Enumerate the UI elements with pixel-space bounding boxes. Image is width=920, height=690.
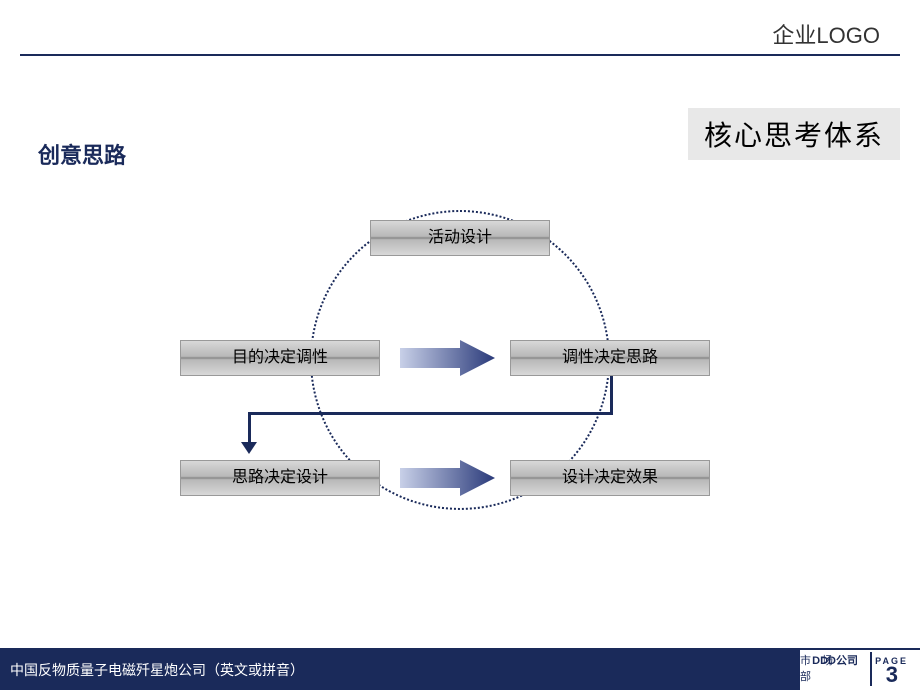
footer-right: DDD公司 市 场 部 PAGE 3 bbox=[800, 648, 920, 690]
connector-arrowhead bbox=[241, 442, 257, 454]
footer-company: 中国反物质量子电磁歼星炮公司（英文或拼音） bbox=[10, 660, 304, 680]
node-tone-thinking: 调性决定思路 bbox=[510, 340, 710, 376]
banner-title: 核心思考体系 bbox=[688, 108, 900, 160]
footer-dept: 市 场 部 bbox=[800, 652, 858, 684]
header-divider bbox=[20, 54, 900, 56]
footer-page-number: 3 bbox=[886, 662, 898, 688]
footer-divider bbox=[870, 652, 872, 686]
arrow-right-2 bbox=[400, 460, 495, 501]
footer: 中国反物质量子电磁歼星炮公司（英文或拼音） bbox=[0, 648, 920, 690]
logo-text: 企业LOGO bbox=[772, 18, 880, 50]
connector-seg-h bbox=[248, 412, 613, 415]
node-activity-design: 活动设计 bbox=[370, 220, 550, 256]
node-design-effect: 设计决定效果 bbox=[510, 460, 710, 496]
flow-diagram: 活动设计 目的决定调性 调性决定思路 思路决定设计 设计决定效果 bbox=[0, 180, 920, 580]
node-thinking-design: 思路决定设计 bbox=[180, 460, 380, 496]
subtitle: 创意思路 bbox=[38, 138, 126, 170]
node-purpose-tone: 目的决定调性 bbox=[180, 340, 380, 376]
connector-seg-v1 bbox=[610, 376, 613, 414]
header: 企业LOGO bbox=[0, 0, 920, 60]
arrow-right-1 bbox=[400, 340, 495, 381]
connector-seg-v2 bbox=[248, 412, 251, 444]
